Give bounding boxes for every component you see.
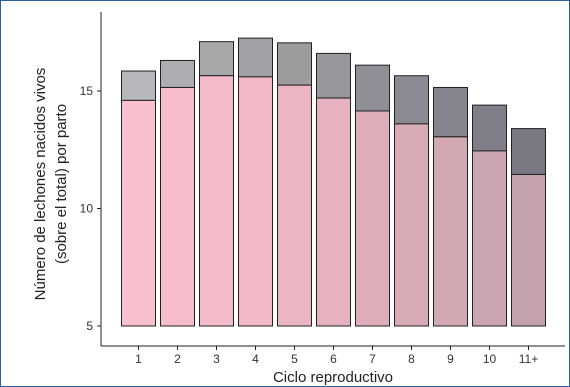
x-tick-label: 4	[252, 352, 259, 366]
bar-total-7	[355, 64, 390, 112]
bar-total-6	[316, 52, 351, 99]
x-tick-label: 7	[369, 352, 376, 366]
x-tick-label: 11+	[519, 352, 538, 366]
x-tick-label: 8	[408, 352, 415, 366]
x-tick-label: 5	[291, 352, 298, 366]
x-tick-label: 2	[174, 352, 181, 366]
y-tick-label: 5	[86, 319, 93, 333]
bar-nacidos-vivos-6	[316, 97, 351, 327]
bar-nacidos-vivos-1	[121, 99, 156, 327]
bar-nacidos-vivos-2	[160, 86, 195, 327]
bar-nacidos-vivos-7	[355, 110, 390, 327]
x-tick-label: 1	[135, 352, 142, 366]
bar-total-4	[238, 37, 273, 78]
bar-nacidos-vivos-3	[199, 75, 234, 327]
x-tick-label: 3	[213, 352, 220, 366]
y-axis-title-line1: Número de lechones nacidos vivos	[32, 68, 49, 301]
bar-nacidos-vivos-5	[277, 84, 312, 327]
bars-layer	[121, 37, 546, 327]
y-axis-title-line2: (sobre el total) por parto	[53, 104, 70, 264]
x-tick-label: 10	[483, 352, 497, 366]
bar-nacidos-vivos-8	[394, 123, 429, 327]
bar-total-8	[394, 75, 429, 125]
x-ticks: 1 2 3 4 5 6 7 8 9 10 11+	[135, 346, 538, 366]
bar-total-10	[472, 104, 507, 152]
y-tick-label: 15	[80, 84, 94, 98]
x-tick-label: 6	[330, 352, 337, 366]
x-axis-title: Ciclo reproductivo	[273, 369, 393, 386]
bar-total-1	[121, 70, 156, 101]
y-ticks: 5 10 15	[80, 84, 101, 333]
x-tick-label: 9	[447, 352, 454, 366]
bar-total-9	[433, 86, 468, 138]
bar-nacidos-vivos-11+	[511, 173, 546, 327]
bar-nacidos-vivos-9	[433, 136, 468, 327]
bar-nacidos-vivos-10	[472, 150, 507, 327]
y-tick-label: 10	[80, 202, 94, 216]
bar-total-5	[277, 42, 312, 86]
bar-total-2	[160, 59, 195, 88]
bar-total-11+	[511, 128, 546, 175]
bar-nacidos-vivos-4	[238, 76, 273, 327]
bar-total-3	[199, 41, 234, 77]
